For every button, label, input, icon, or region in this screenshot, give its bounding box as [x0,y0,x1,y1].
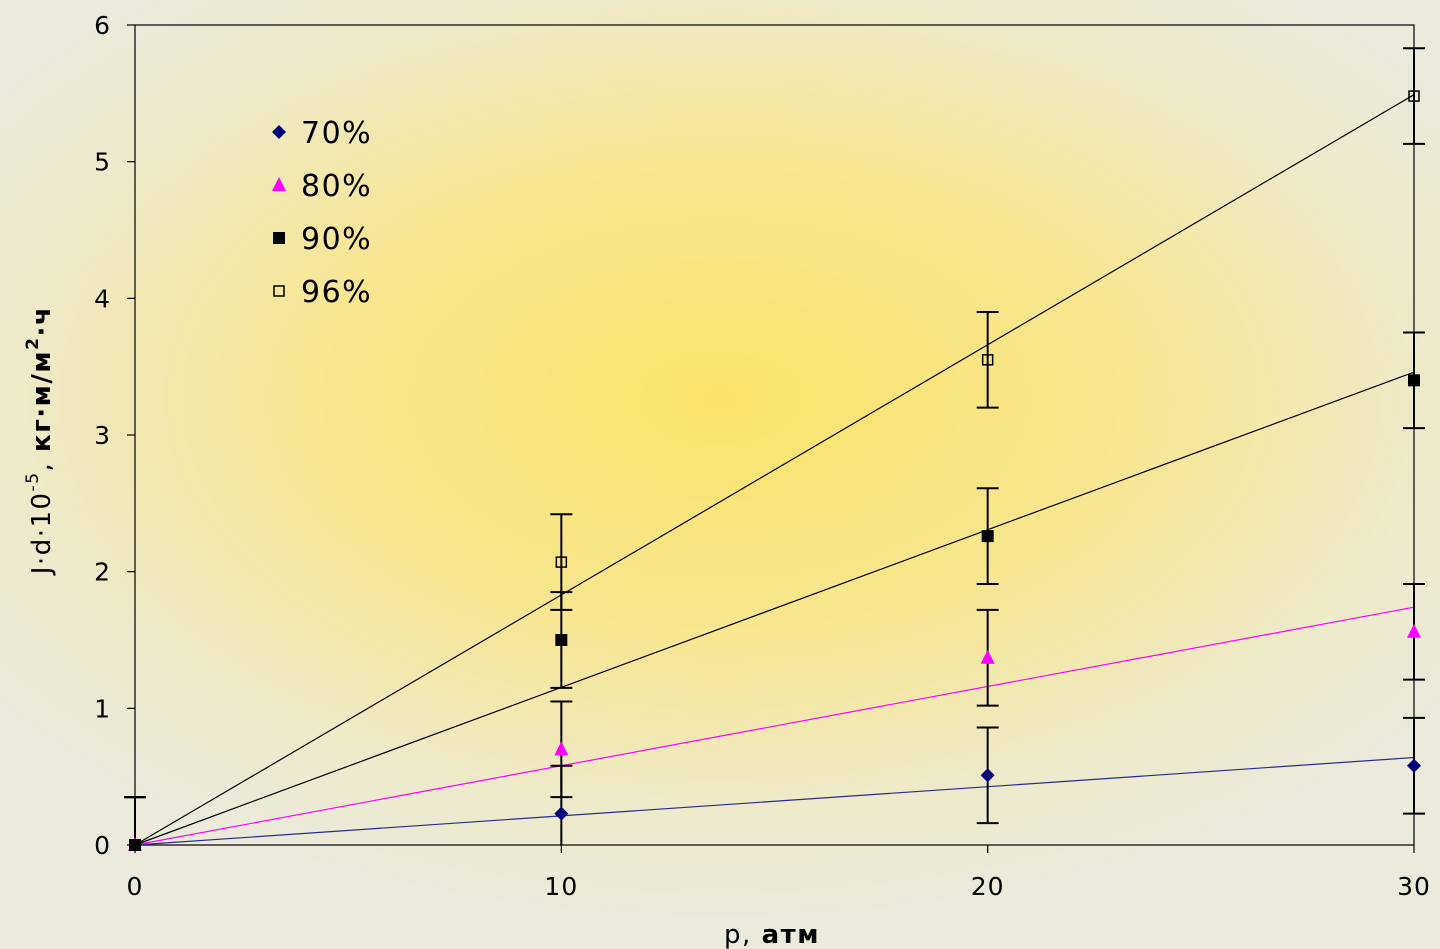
data-markers [128,90,1421,852]
marker-square [273,232,285,244]
x-tick-label: 20 [971,872,1005,901]
y-axis-title: J·d·10-5, кг·м/м2·ч [23,306,57,576]
x-tick-label: 10 [544,872,578,901]
marker-square-open [1408,90,1420,102]
fit-line [134,756,1415,846]
axes [127,24,1415,853]
marker-triangle [980,649,995,664]
legend-label: 80% [301,169,372,204]
marker-square-open [273,285,285,297]
fit-line [134,371,1415,846]
error-bars [124,47,1425,845]
marker-square [981,530,994,543]
y-tick-label: 2 [94,558,111,587]
y-tick-label: 6 [94,11,111,40]
marker-triangle [554,741,569,756]
marker-square [555,634,568,646]
legend-label: 70% [301,116,372,151]
marker-square-open [555,556,568,568]
legend: 70% 80% 90% 96% [272,116,372,310]
marker-diamond [1407,758,1421,773]
marker-triangle [1407,623,1421,638]
fit-line [134,94,1415,846]
marker-diamond [272,125,286,139]
y-tick-label: 3 [94,421,111,450]
marker-triangle [272,177,286,191]
marker-diamond [980,768,995,783]
fit-line [134,606,1415,846]
x-axis-title: p, атм [724,920,820,949]
y-tick-label: 1 [94,694,111,723]
y-tick-label: 5 [94,148,111,177]
legend-label: 96% [301,275,372,310]
legend-label: 90% [301,222,372,257]
marker-square-open [981,354,994,366]
x-tick-label: 30 [1397,872,1431,901]
marker-square [1408,374,1420,387]
y-tick-label: 4 [94,284,111,313]
y-tick-label: 0 [94,831,111,860]
x-tick-label: 0 [127,872,144,901]
tick-labels: 0 1 2 3 4 5 6 0 10 20 30 [94,11,1431,901]
marker-diamond [554,806,569,821]
marker-square-open [129,839,141,851]
fit-lines [134,94,1415,846]
marker-square [129,839,141,851]
